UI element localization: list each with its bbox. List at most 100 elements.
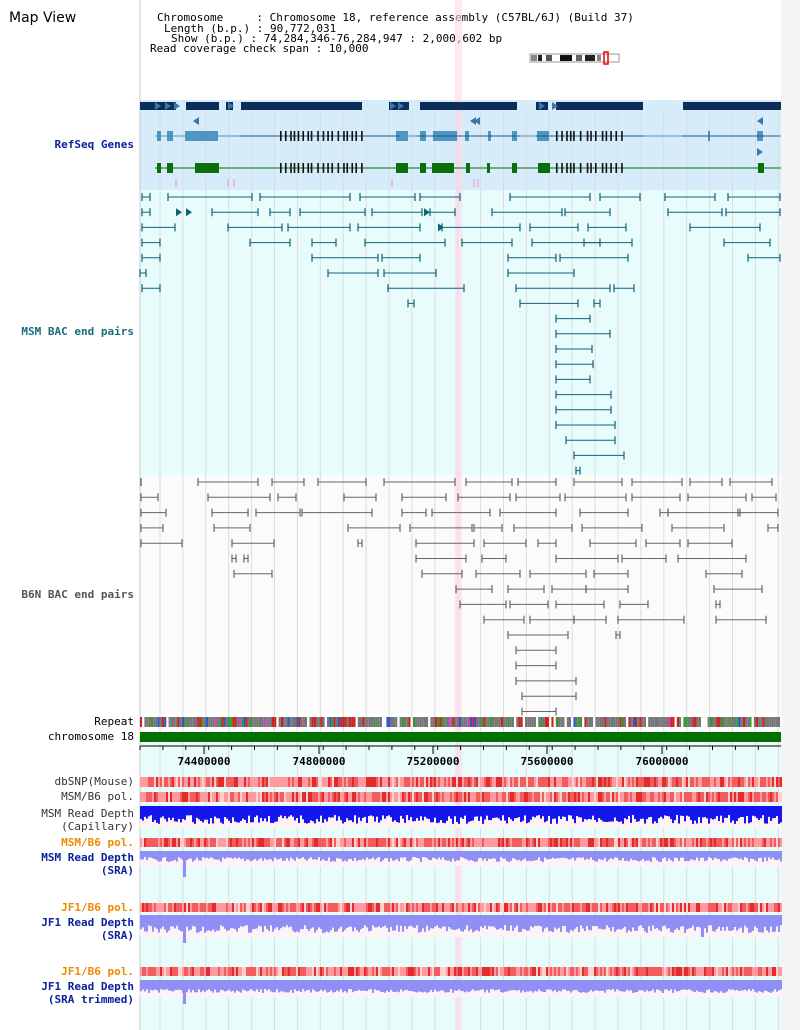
jf1-depth-sra-bar bbox=[262, 915, 264, 933]
jf1-pol-cell bbox=[752, 903, 754, 912]
msm-depth-capillary-bar bbox=[530, 806, 532, 820]
repeat-element bbox=[511, 717, 514, 727]
msm-depth-sra-bar bbox=[284, 851, 286, 861]
msm-depth-sra-bar bbox=[762, 851, 764, 862]
jf1-depth-trimmed-bar bbox=[700, 980, 702, 992]
jf1-depth-sra-bar bbox=[648, 915, 650, 927]
msm-pol-cell bbox=[270, 838, 272, 847]
msm-depth-capillary-bar bbox=[582, 806, 584, 822]
jf1-pol-cell bbox=[588, 967, 590, 976]
jf1-depth-trimmed-bar bbox=[438, 980, 440, 992]
jf1-depth-trimmed-bar bbox=[458, 980, 460, 990]
jf1-depth-trimmed-bar bbox=[770, 980, 772, 993]
jf1-pol-cell bbox=[430, 967, 432, 976]
msm-depth-sra-bar bbox=[276, 851, 278, 860]
msm-depth-capillary-bar bbox=[292, 806, 294, 817]
track-label-jf1-b6-pol-1[interactable]: JF1/B6 pol. bbox=[61, 901, 134, 914]
jf1-depth-trimmed-bar bbox=[398, 980, 400, 993]
strand-arrow-icon bbox=[757, 117, 763, 125]
jf1-pol-cell bbox=[310, 967, 312, 976]
msm-pol-cell bbox=[694, 838, 696, 847]
msm-pol-cell bbox=[318, 792, 320, 802]
repeat-element bbox=[316, 717, 319, 727]
repeat-element bbox=[357, 717, 360, 727]
msm-pol-cell bbox=[180, 792, 182, 802]
jf1-pol-cell bbox=[508, 903, 510, 912]
jf1-pol-cell bbox=[244, 903, 246, 912]
jf1-pol-cell bbox=[614, 903, 616, 912]
jf1-pol-cell bbox=[354, 967, 356, 976]
track-label-jf1-depth-trimmed[interactable]: JF1 Read Depth (SRA trimmed) bbox=[41, 980, 134, 1006]
jf1-depth-sra-bar bbox=[176, 915, 178, 926]
jf1-depth-trimmed-bar bbox=[516, 980, 518, 991]
msm-pol-cell bbox=[748, 838, 750, 847]
track-label-jf1-depth-sra[interactable]: JF1 Read Depth (SRA) bbox=[41, 916, 134, 942]
jf1-depth-sra-bar bbox=[168, 915, 170, 931]
dbsnp-cell bbox=[228, 777, 230, 787]
jf1-depth-sra-bar bbox=[220, 915, 222, 926]
track-label-jf1-b6-pol-2[interactable]: JF1/B6 pol. bbox=[61, 965, 134, 978]
repeat-element bbox=[505, 717, 508, 727]
jf1-depth-sra-bar bbox=[188, 915, 190, 931]
jf1-depth-sra-bar bbox=[480, 915, 482, 927]
dbsnp-cell bbox=[356, 777, 358, 787]
msm-pol-cell bbox=[770, 838, 772, 847]
gene-gap bbox=[219, 101, 226, 111]
jf1-depth-sra-bar bbox=[708, 915, 710, 926]
track-label-msm-b6-pol-1[interactable]: MSM/B6 pol. bbox=[61, 790, 134, 803]
msm-depth-sra-bar bbox=[704, 851, 706, 862]
jf1-pol-cell bbox=[170, 967, 172, 976]
repeat-element bbox=[476, 717, 479, 727]
track-label-b6n-bac[interactable]: B6N BAC end pairs bbox=[21, 588, 134, 601]
msm-pol-cell bbox=[266, 838, 268, 847]
dbsnp-cell bbox=[154, 777, 156, 787]
msm-pol-cell bbox=[756, 792, 758, 802]
msm-pol-cell bbox=[196, 838, 198, 847]
msm-pol-cell bbox=[580, 838, 582, 847]
track-label-dbsnp[interactable]: dbSNP(Mouse) bbox=[54, 775, 134, 788]
repeat-element bbox=[219, 717, 222, 727]
msm-depth-sra-bar bbox=[412, 851, 414, 858]
jf1-depth-trimmed-bar bbox=[292, 980, 294, 993]
msm-pol-cell bbox=[446, 792, 448, 802]
repeat-element bbox=[379, 717, 382, 727]
track-label-msm-depth-sra[interactable]: MSM Read Depth (SRA) bbox=[41, 851, 134, 877]
track-label-msm-b6-pol-2[interactable]: MSM/B6 pol. bbox=[61, 836, 134, 849]
jf1-depth-trimmed-bar bbox=[338, 980, 340, 992]
msm-pol-cell bbox=[424, 838, 426, 847]
jf1-depth-sra-bar bbox=[678, 915, 680, 931]
msm-depth-capillary-bar bbox=[538, 806, 540, 816]
repeat-element bbox=[261, 717, 264, 727]
msm-depth-sra-bar bbox=[732, 851, 734, 858]
msm-depth-capillary-bar bbox=[226, 806, 228, 819]
msm-pol-cell bbox=[682, 792, 684, 802]
dbsnp-cell bbox=[476, 777, 478, 787]
msm-depth-capillary-bar bbox=[488, 806, 490, 821]
track-label-refseq[interactable]: RefSeq Genes bbox=[54, 138, 134, 151]
msm-depth-capillary-bar bbox=[298, 806, 300, 823]
track-label-msm-bac[interactable]: MSM BAC end pairs bbox=[21, 325, 134, 338]
jf1-depth-trimmed-bar bbox=[774, 980, 776, 990]
msm-depth-sra-bar bbox=[252, 851, 254, 861]
msm-pol-cell bbox=[298, 792, 300, 802]
dbsnp-cell bbox=[242, 777, 244, 787]
track-label-repeat[interactable]: Repeat bbox=[94, 715, 134, 728]
jf1-pol-cell bbox=[520, 967, 522, 976]
repeat-element bbox=[617, 717, 620, 727]
jf1-depth-sra-bar bbox=[478, 915, 480, 932]
msm-depth-sra-bar bbox=[472, 851, 474, 861]
msm-pol-cell bbox=[690, 838, 692, 847]
dbsnp-cell bbox=[344, 777, 346, 787]
msm-depth-sra-bar bbox=[710, 851, 712, 859]
jf1-pol-cell bbox=[764, 967, 766, 976]
jf1-depth-trimmed-bar bbox=[502, 980, 504, 993]
dbsnp-cell bbox=[150, 777, 152, 787]
repeat-element bbox=[716, 717, 719, 727]
jf1-depth-sra-bar bbox=[204, 915, 206, 933]
track-label-msm-depth-capillary[interactable]: MSM Read Depth (Capillary) bbox=[41, 807, 134, 833]
msm-pol-cell bbox=[192, 792, 194, 802]
msm-depth-capillary-bar bbox=[750, 806, 752, 823]
jf1-depth-sra-bar bbox=[482, 915, 484, 928]
jf1-pol-cell bbox=[442, 967, 444, 976]
msm-depth-sra-bar bbox=[494, 851, 496, 859]
